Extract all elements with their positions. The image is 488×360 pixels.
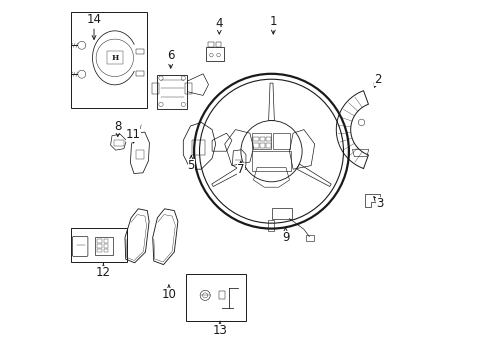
- Bar: [95, 237, 113, 255]
- Bar: [260, 143, 264, 148]
- Bar: [192, 140, 204, 155]
- Text: 7: 7: [237, 161, 244, 176]
- Bar: [208, 42, 213, 47]
- Bar: [219, 291, 224, 298]
- Bar: [186, 274, 245, 321]
- Text: 13: 13: [212, 321, 227, 337]
- Bar: [260, 137, 264, 141]
- Bar: [107, 51, 122, 64]
- Bar: [185, 83, 192, 94]
- Bar: [157, 75, 186, 109]
- Text: 5: 5: [187, 156, 195, 172]
- Bar: [97, 244, 102, 248]
- Bar: [305, 235, 313, 241]
- Bar: [71, 12, 146, 108]
- Bar: [136, 49, 144, 54]
- Bar: [205, 47, 224, 61]
- Bar: [71, 228, 126, 262]
- Bar: [97, 248, 102, 252]
- Text: 12: 12: [96, 264, 111, 279]
- Text: 11: 11: [126, 129, 141, 143]
- Bar: [103, 244, 108, 248]
- Bar: [267, 220, 274, 231]
- Text: 9: 9: [281, 228, 289, 244]
- Text: 14: 14: [86, 13, 102, 39]
- Bar: [251, 133, 271, 149]
- Bar: [266, 143, 271, 148]
- Bar: [272, 208, 292, 219]
- Bar: [266, 137, 271, 141]
- Bar: [152, 83, 159, 94]
- Bar: [136, 71, 144, 76]
- Text: 2: 2: [373, 73, 381, 87]
- Bar: [103, 248, 108, 252]
- Bar: [97, 239, 102, 243]
- Text: 8: 8: [114, 120, 121, 136]
- Bar: [103, 239, 108, 243]
- Bar: [272, 133, 289, 149]
- Text: 1: 1: [269, 15, 277, 34]
- Bar: [251, 151, 290, 171]
- Text: H: H: [111, 54, 118, 62]
- Text: 3: 3: [373, 197, 383, 210]
- Bar: [114, 140, 123, 146]
- Bar: [136, 150, 143, 159]
- Text: 6: 6: [166, 49, 174, 68]
- Bar: [215, 42, 220, 47]
- Bar: [253, 143, 258, 148]
- Text: 10: 10: [161, 285, 176, 301]
- Bar: [253, 137, 258, 141]
- Text: 4: 4: [215, 17, 223, 34]
